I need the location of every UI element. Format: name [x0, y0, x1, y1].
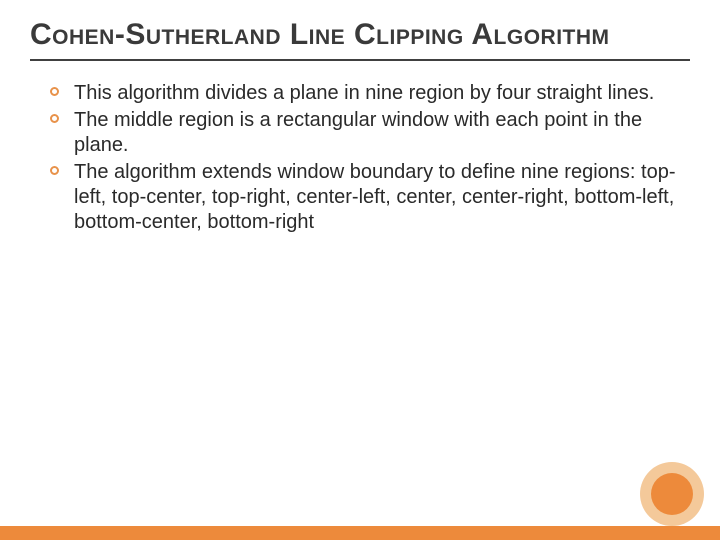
corner-circle-decoration	[640, 462, 704, 526]
bullet-text: The algorithm extends window boundary to…	[74, 161, 675, 233]
bullet-list: This algorithm divides a plane in nine r…	[30, 81, 690, 235]
list-item: The algorithm extends window boundary to…	[50, 160, 690, 235]
bullet-marker-icon	[50, 114, 59, 123]
list-item: This algorithm divides a plane in nine r…	[50, 81, 690, 106]
bullet-text: This algorithm divides a plane in nine r…	[74, 82, 654, 104]
bullet-marker-icon	[50, 166, 59, 175]
circle-inner-icon	[651, 473, 693, 515]
bottom-accent-stripe	[0, 526, 720, 540]
title-underline	[30, 59, 690, 61]
slide-container: Cohen-Sutherland Line Clipping Algorithm…	[0, 0, 720, 540]
slide-title: Cohen-Sutherland Line Clipping Algorithm	[30, 18, 690, 53]
bullet-text: The middle region is a rectangular windo…	[74, 109, 642, 156]
bullet-marker-icon	[50, 87, 59, 96]
list-item: The middle region is a rectangular windo…	[50, 108, 690, 158]
